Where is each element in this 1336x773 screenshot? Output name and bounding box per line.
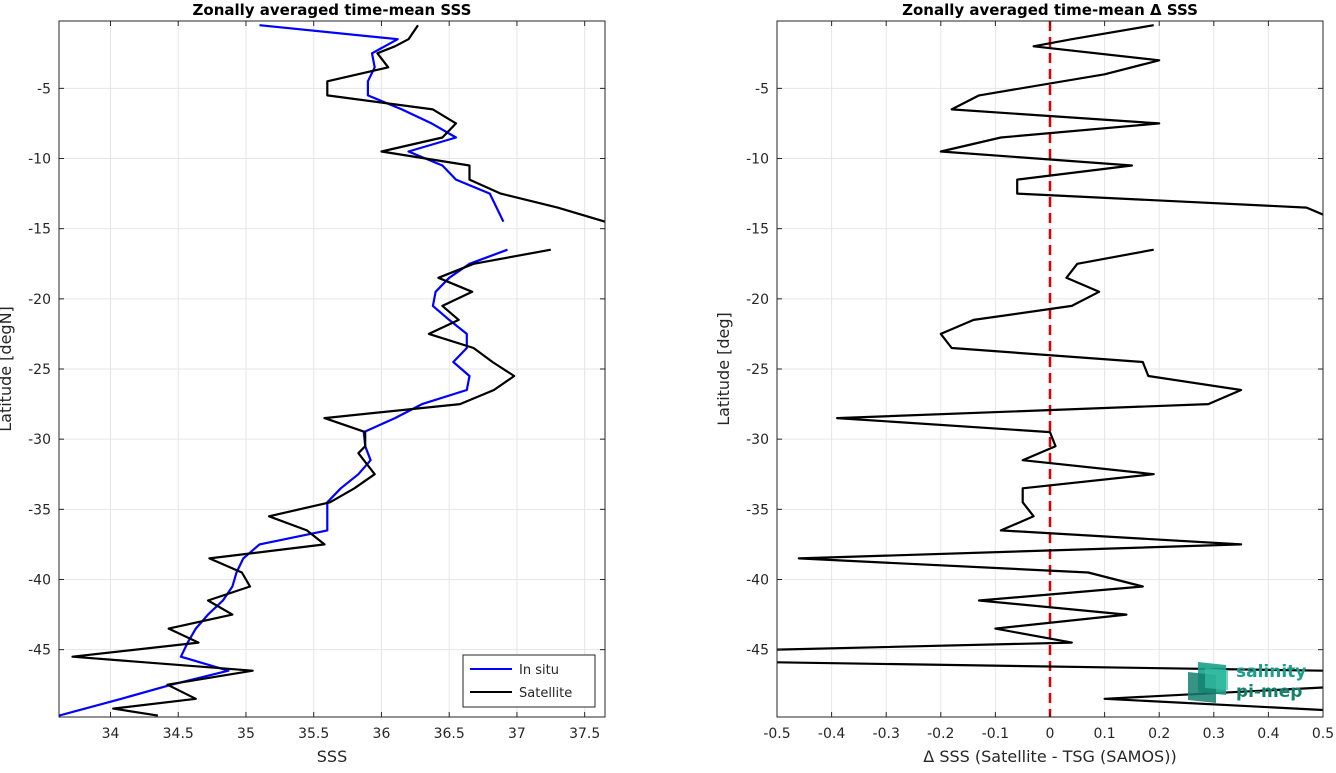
- logo-text-line2: pi-mep: [1236, 682, 1302, 702]
- right-ytick-label-3: -20: [746, 292, 769, 308]
- left-xtick-label-0: 34: [102, 726, 120, 742]
- left-ytick-label-2: -15: [28, 222, 51, 238]
- left-ytick-label-7: -40: [28, 572, 51, 588]
- left-series-0-segment-0: [259, 24, 505, 223]
- salinity-pi-mep-logo: salinity pi-mep: [1188, 662, 1306, 703]
- left-xtick-label-7: 37.5: [569, 726, 600, 742]
- legend-box: [462, 654, 596, 708]
- left-xtick-label-2: 35: [237, 726, 255, 742]
- right-xtick-label-10: 0.5: [1312, 726, 1334, 742]
- right-ytick-label-2: -15: [746, 222, 769, 238]
- left-xtick-label-1: 34.5: [163, 726, 194, 742]
- left-data-layer: [59, 24, 605, 717]
- left-series-1-segment-1: [71, 248, 551, 717]
- left-xtick-label-4: 36: [373, 726, 391, 742]
- right-xtick-label-6: 0.1: [1093, 726, 1115, 742]
- right-ytick-label-1: -10: [746, 152, 769, 168]
- legend: In situ Satellite: [462, 654, 596, 708]
- legend-label-satellite: Satellite: [519, 686, 572, 701]
- right-axes-delta-sss: -0.5 -0.4 -0.3 -0.2 -0.1 0 0.1 0.2 0.3 0.4 0.5 -5 -1…: [714, 1, 1334, 766]
- right-series-0-segment-1: [777, 248, 1243, 651]
- right-xtick-label-0: -0.5: [763, 726, 790, 742]
- left-ytick-label-0: -5: [37, 81, 51, 97]
- logo-text-line1: salinity: [1236, 662, 1306, 682]
- left-ytick-label-5: -30: [28, 432, 51, 448]
- right-chart-title: Zonally averaged time-mean Δ SSS: [902, 1, 1198, 19]
- left-ytick-label-6: -35: [28, 502, 51, 518]
- right-xtick-label-4: -0.1: [982, 726, 1009, 742]
- legend-label-in-situ: In situ: [519, 663, 559, 678]
- right-xtick-label-3: -0.2: [927, 726, 954, 742]
- right-xtick-label-7: 0.2: [1148, 726, 1170, 742]
- right-series-0-segment-0: [939, 24, 1323, 216]
- left-axes-sss: 34 34.5 35 35.5 36 36.5 37 37.5 -5 -10 -15 -20 -25 -3…: [0, 1, 606, 766]
- right-series-0-segment-2: [777, 661, 1323, 672]
- left-xtick-label-6: 37: [508, 726, 526, 742]
- right-xtick-label-8: 0.3: [1203, 726, 1225, 742]
- right-ytick-label-0: -5: [755, 81, 769, 97]
- left-xtick-label-3: 35.5: [298, 726, 329, 742]
- right-data-layer: [777, 21, 1323, 717]
- right-y-axis-label: Latitude [deg]: [714, 312, 733, 426]
- left-ytick-label-8: -45: [28, 643, 51, 659]
- left-xtick-label-5: 36.5: [434, 726, 465, 742]
- left-ytick-label-4: -25: [28, 362, 51, 378]
- right-ytick-label-6: -35: [746, 502, 769, 518]
- left-series-1-segment-0: [326, 24, 605, 223]
- right-ytick-label-4: -25: [746, 362, 769, 378]
- logo-cube-icon: [1188, 662, 1228, 703]
- left-chart-title: Zonally averaged time-mean SSS: [193, 1, 472, 19]
- right-x-axis-label: Δ SSS (Satellite - TSG (SAMOS)): [923, 747, 1176, 766]
- right-xtick-label-9: 0.4: [1257, 726, 1279, 742]
- left-ytick-label-3: -20: [28, 292, 51, 308]
- left-ytick-label-1: -10: [28, 152, 51, 168]
- left-x-axis-label: SSS: [317, 747, 347, 766]
- right-ytick-label-7: -40: [746, 572, 769, 588]
- right-series-0-segment-3: [1103, 686, 1323, 712]
- right-ytick-label-5: -30: [746, 432, 769, 448]
- left-y-axis-label: Latitude [degN]: [0, 306, 15, 432]
- right-ytick-label-8: -45: [746, 643, 769, 659]
- right-xtick-label-2: -0.3: [873, 726, 900, 742]
- right-xtick-label-5: 0: [1046, 726, 1055, 742]
- left-series-0-segment-1: [59, 248, 508, 717]
- right-xtick-label-1: -0.4: [818, 726, 845, 742]
